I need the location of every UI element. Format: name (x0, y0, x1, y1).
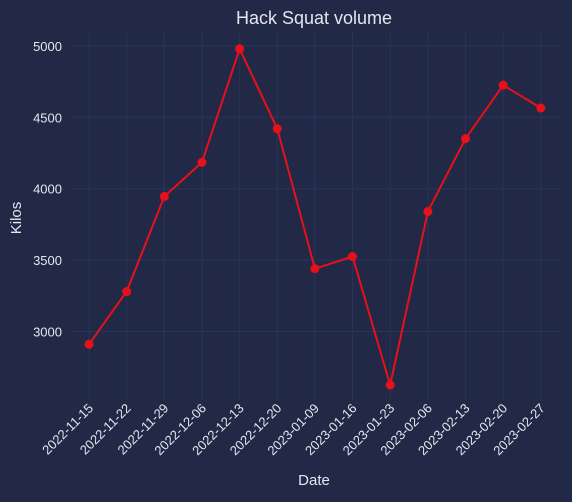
y-tick-labels: 3000 3500 4000 4500 5000 (33, 39, 62, 340)
data-point (385, 380, 395, 390)
data-point (498, 80, 508, 90)
y-tick-label: 4500 (33, 110, 62, 125)
x-axis-label: Date (298, 472, 330, 489)
data-point (423, 207, 433, 217)
grid-layer (70, 32, 560, 400)
data-point (84, 339, 94, 349)
y-axis-label: Kilos (8, 202, 25, 235)
y-tick-label: 5000 (33, 39, 62, 54)
data-point (348, 252, 358, 262)
y-tick-label: 3000 (33, 325, 62, 340)
data-point (197, 157, 207, 167)
y-tick-label: 3500 (33, 253, 62, 268)
data-point (461, 134, 470, 144)
data-point (536, 103, 546, 113)
x-tick-labels: 2022-11-152022-11-222022-11-292022-12-06… (39, 401, 548, 459)
chart-title: Hack Squat volume (236, 8, 392, 28)
data-point (159, 192, 169, 202)
data-point (235, 44, 245, 54)
series-layer (84, 44, 546, 390)
y-tick-label: 4000 (33, 182, 62, 197)
data-point (272, 124, 282, 134)
data-point (122, 287, 132, 297)
data-point (310, 264, 320, 274)
